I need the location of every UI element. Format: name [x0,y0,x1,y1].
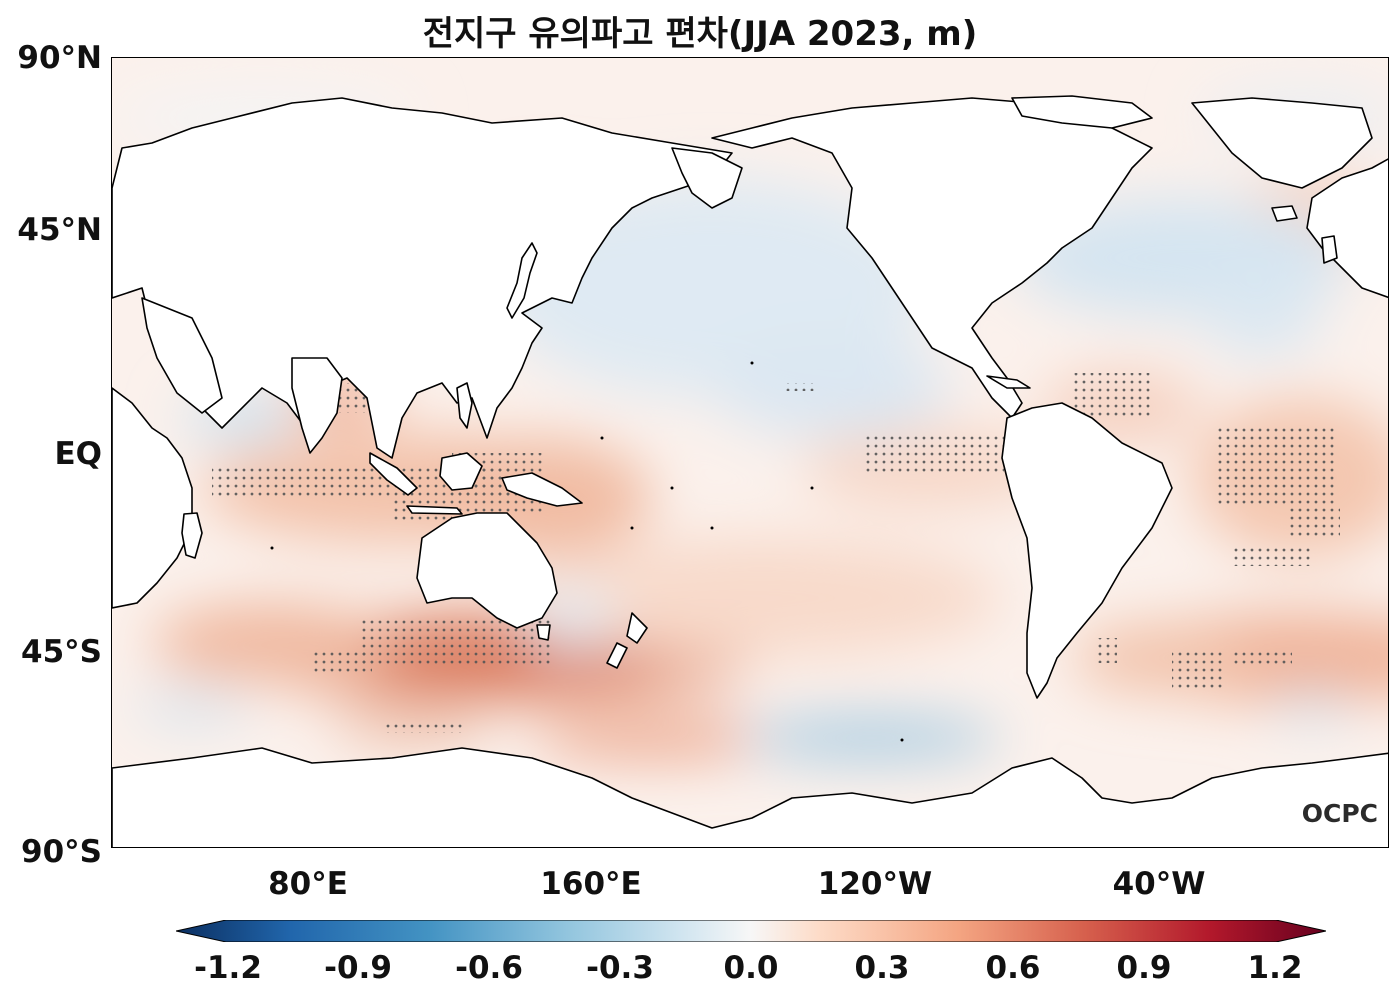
philippines [456,382,473,429]
australia [416,512,558,629]
kamchatka [671,147,743,209]
japan [506,242,538,319]
arabia [141,297,223,414]
land-masses [112,95,1388,847]
cb-tick-3: -0.3 [586,950,654,986]
java [406,505,463,515]
borneo [439,452,483,491]
lon-label-160e: 160°E [540,866,642,902]
iceland [1271,205,1298,222]
cuba [986,375,1031,389]
new-zealand [606,612,648,669]
lon-label-80e: 80°E [268,866,348,902]
cb-tick-0: -1.2 [194,950,262,986]
lat-label-eq: EQ [54,436,102,472]
lon-label-40w: 40°W [1112,866,1206,902]
south-america [1001,402,1173,699]
cb-tick-4: 0.0 [723,950,779,986]
africa [112,387,193,609]
cb-tick-7: 0.9 [1116,950,1172,986]
europe [1306,158,1388,299]
tasmania [536,624,551,641]
cb-tick-6: 0.6 [985,950,1041,986]
new-guinea [501,472,583,507]
madagascar [181,512,203,559]
lon-label-120w: 120°W [817,866,933,902]
greenland [1191,97,1373,189]
map-title: 전지구 유의파고 편차(JJA 2023, m) [422,14,978,54]
uk [1321,235,1338,264]
lat-label-90s: 90°S [21,834,102,870]
north-america [711,97,1153,419]
map-panel: OCPC [111,57,1389,848]
cb-tick-2: -0.6 [455,950,523,986]
small-islands [270,361,904,742]
colorbar [176,920,1326,942]
anomaly-map: OCPC [112,88,1388,847]
lat-label-90n: 90°N [17,40,102,76]
cb-tick-1: -0.9 [324,950,392,986]
arctic-islands [1011,95,1153,129]
cb-tick-8: 1.2 [1247,950,1303,986]
ocpc-logo: OCPC [1302,799,1378,828]
sumatra [369,452,418,496]
eurasia [112,97,733,459]
india [291,357,343,454]
antarctica [112,747,1388,847]
lat-label-45s: 45°S [21,634,102,670]
lat-label-45n: 45°N [17,212,102,248]
cb-tick-5: 0.3 [854,950,910,986]
